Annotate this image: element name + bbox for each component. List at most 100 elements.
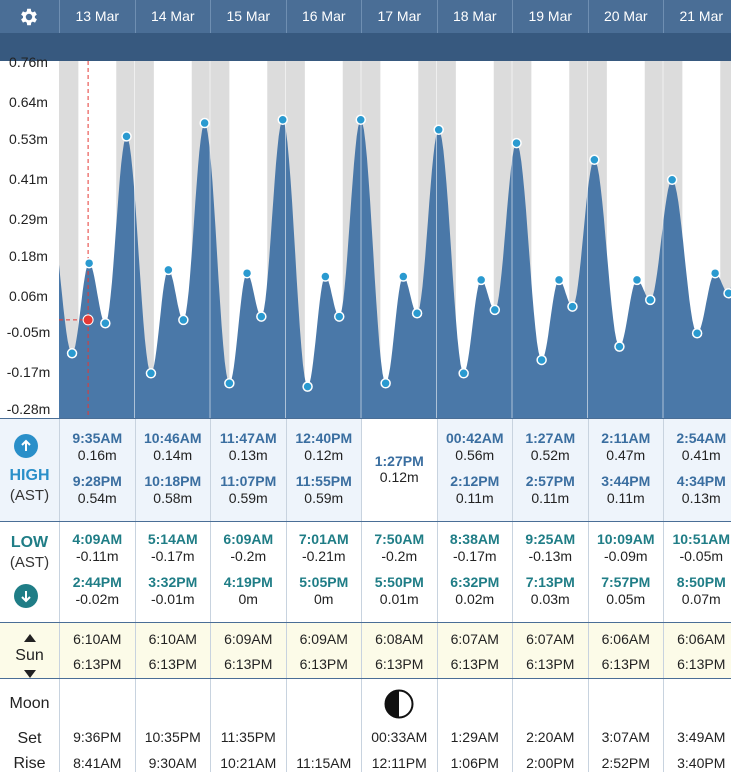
date-8: 21 Mar xyxy=(663,0,731,33)
high-tide-time: 4:34PM xyxy=(676,473,726,489)
moonrise-time: 1:06PM xyxy=(450,755,499,771)
high-tide-height: 0.13m xyxy=(228,447,268,463)
high-tide-time: 11:47AM xyxy=(219,430,277,446)
sunrise-arrow-icon xyxy=(23,634,36,642)
tide-point xyxy=(83,257,95,269)
low-tide-time: 5:05PM xyxy=(299,574,349,590)
day-column-4: 6:08AM 6:13PM xyxy=(361,623,437,678)
day-column-3: 6:09AM 6:13PM xyxy=(285,623,362,678)
high-tide-time: 3:44PM xyxy=(601,473,651,489)
high-tide-height: 0.58m xyxy=(153,490,193,506)
high-tide-height: 0.11m xyxy=(455,490,494,506)
high-tide-time: 2:11AM xyxy=(601,430,651,446)
moonset-time: 3:07AM xyxy=(601,729,650,745)
previous-tide-button[interactable] xyxy=(14,434,38,458)
y-axis: 0.76m 0.64m 0.53m 0.41m 0.29m 0.18m 0.06m -0.05… xyxy=(0,54,59,418)
low-tide-height: -0.17m xyxy=(150,548,195,564)
low-tide-time: 10:09AM xyxy=(596,531,655,547)
sunset-time: 6:13PM xyxy=(73,656,122,672)
low-tide-time: 7:57PM xyxy=(601,574,651,590)
date-1: 14 Mar xyxy=(134,0,211,33)
day-column-7: 10:09AM -0.09m 7:57PM 0.05m xyxy=(587,522,664,622)
high-tide-row: HIGH (AST) 9:35AM 0.16m 9:28PM 0.54m 10:46AM… xyxy=(0,418,731,521)
tide-point xyxy=(433,124,444,135)
moonset-time: 00:33AM xyxy=(371,729,428,745)
tide-point xyxy=(567,301,578,312)
moonset-time: 9:36PM xyxy=(73,729,122,745)
low-timezone: (AST) xyxy=(9,554,50,571)
day-column-3: 11:15AM xyxy=(285,679,362,772)
sunset-arrow-icon xyxy=(23,670,36,678)
day-column-8: 10:51AM -0.05m 8:50PM 0.07m xyxy=(663,522,731,622)
tide-point xyxy=(163,264,174,276)
moon-row: Moon Set Rise 9:36PM 8:41AM 10:35PM 9:30AM 1… xyxy=(0,678,731,772)
day-column-1: 10:46AM 0.14m 10:18PM 0.58m xyxy=(134,419,211,521)
y-tick-label: -0.17m xyxy=(6,364,51,381)
low-tide-height: -0.05m xyxy=(679,548,724,564)
high-tide-height: 0.16m xyxy=(77,447,117,463)
date-5: 18 Mar xyxy=(436,0,513,33)
tide-point xyxy=(489,304,501,316)
high-tide-height: 0.14m xyxy=(153,447,193,463)
low-tide-time: 5:14AM xyxy=(147,531,198,547)
y-tick-label: 0.64m xyxy=(9,94,48,111)
high-tide-time: 10:18PM xyxy=(144,473,202,489)
low-tide-height: 0.03m xyxy=(530,591,570,607)
y-tick-label: 0.76m xyxy=(9,54,48,70)
tide-point xyxy=(631,274,643,286)
sun-label: Sun xyxy=(15,647,44,664)
tide-chart[interactable] xyxy=(59,61,731,418)
low-tide-height: 0.07m xyxy=(681,591,721,607)
sunrise-time: 6:10AM xyxy=(73,631,122,647)
tide-point xyxy=(121,131,132,142)
high-tide-time: 9:28PM xyxy=(72,473,122,489)
high-tide-height: 0.13m xyxy=(681,490,721,506)
tide-point xyxy=(723,287,731,299)
settings-button[interactable] xyxy=(0,0,57,33)
high-tide-time: 11:55PM xyxy=(295,473,352,489)
day-column-0: 6:10AM 6:13PM xyxy=(59,623,135,678)
tide-point xyxy=(709,267,721,279)
sunset-time: 6:13PM xyxy=(601,656,650,672)
moonrise-time: 10:21AM xyxy=(220,755,277,771)
day-column-3: 7:01AM -0.21m 5:05PM 0m xyxy=(285,522,362,622)
high-tide-time: 9:35AM xyxy=(72,430,123,446)
tide-point xyxy=(100,318,111,329)
y-tick-label: 0.29m xyxy=(9,210,48,227)
tide-point xyxy=(199,117,210,129)
moonrise-time: 12:11PM xyxy=(371,755,427,771)
high-tide-time: 2:57PM xyxy=(525,473,575,489)
day-column-2: 11:47AM 0.13m 11:07PM 0.59m xyxy=(210,419,286,521)
high-tide-height: 0.11m xyxy=(531,490,570,506)
tide-point xyxy=(691,328,703,339)
y-tick-label: -0.28m xyxy=(6,401,51,417)
y-tick-label: 0.53m xyxy=(9,130,48,147)
low-tide-time: 8:50PM xyxy=(676,574,726,590)
moonset-time: 10:35PM xyxy=(144,729,201,745)
night-band xyxy=(720,61,731,418)
day-column-8: 6:06AM 6:13PM xyxy=(663,623,731,678)
high-tide-time: 11:07PM xyxy=(220,473,277,489)
sunrise-time: 6:08AM xyxy=(375,631,424,647)
moonset-label: Set xyxy=(17,730,42,747)
low-tide-row: LOW (AST) 4:09AM -0.11m 2:44PM -0.02m 5:14AM… xyxy=(0,521,731,622)
day-column-4: 7:50AM -0.2m 5:50PM 0.01m xyxy=(361,522,437,622)
next-tide-button[interactable] xyxy=(14,584,38,608)
moonset-time: 1:29AM xyxy=(450,729,499,745)
low-tide-time: 3:32PM xyxy=(148,574,198,590)
y-tick-label: -0.05m xyxy=(6,324,51,341)
day-column-6: 6:07AM 6:13PM xyxy=(512,623,588,678)
day-column-7: 3:07AM 2:52PM xyxy=(587,679,664,772)
low-tide-height: -0.21m xyxy=(301,548,346,564)
sun-row: Sun 6:10AM 6:13PM 6:10AM 6:13PM 6:09AM 6:13PM… xyxy=(0,622,731,678)
day-column-2: 11:35PM 10:21AM xyxy=(210,679,286,772)
low-tide-height: 0.01m xyxy=(379,591,419,607)
tide-area xyxy=(59,119,731,418)
sunrise-time: 6:07AM xyxy=(526,631,575,647)
tide-point xyxy=(536,354,547,366)
day-column-6: 2:20AM 2:00PM xyxy=(512,679,588,772)
date-7: 20 Mar xyxy=(587,0,664,33)
sunset-time: 6:13PM xyxy=(677,656,726,672)
day-column-1: 6:10AM 6:13PM xyxy=(134,623,211,678)
high-tide-time: 1:27AM xyxy=(525,430,576,446)
